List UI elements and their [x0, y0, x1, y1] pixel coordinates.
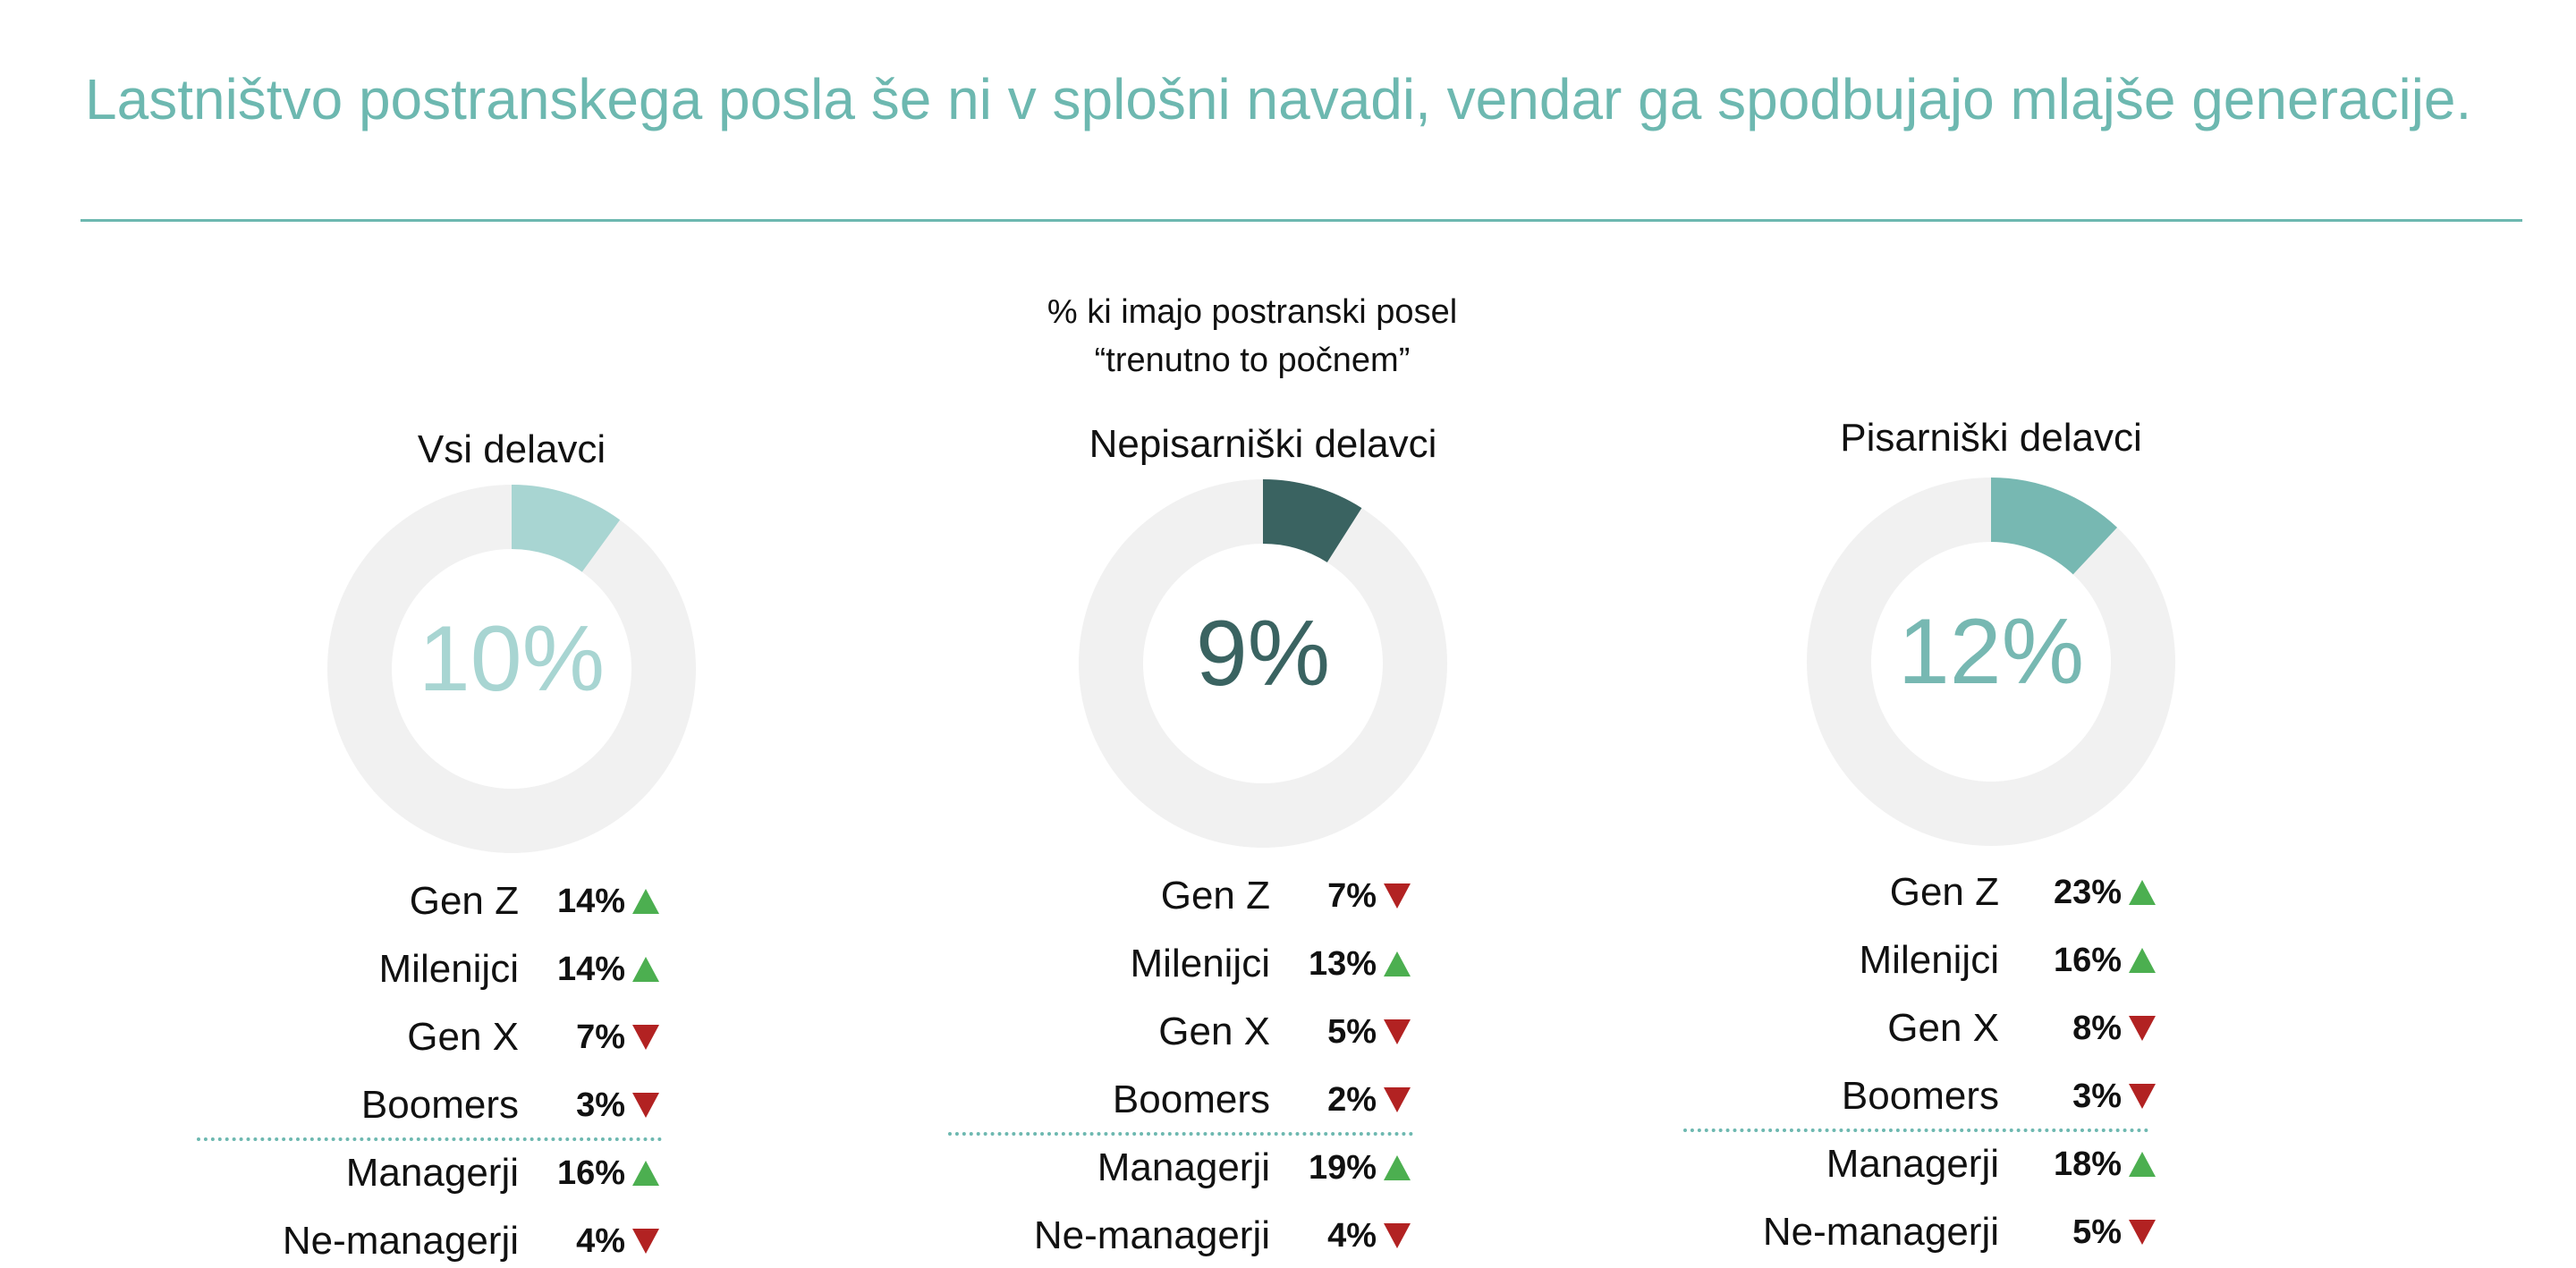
breakdown-value: 14%	[556, 883, 625, 920]
breakdown-row: Milenijci	[0, 934, 1999, 987]
breakdown-value: 16%	[556, 1154, 625, 1192]
breakdown-value: 8%	[2072, 1010, 2122, 1047]
breakdown-label: Gen Z	[1889, 870, 1999, 914]
breakdown-label: Ne-managerji	[1762, 1210, 1999, 1254]
breakdown-label: Gen X	[407, 1015, 519, 1059]
panel-title: Nepisarniški delavci	[1089, 422, 1437, 466]
group-divider	[197, 1137, 662, 1141]
breakdown-value: 14%	[556, 951, 625, 988]
breakdown-value: 7%	[576, 1019, 625, 1056]
breakdown-value: 18%	[2053, 1145, 2122, 1183]
group-divider	[1683, 1129, 2148, 1132]
breakdown-row: Managerji	[0, 1141, 1270, 1195]
trend-down-icon	[1384, 1019, 1411, 1044]
breakdown-label: Managerji	[1826, 1142, 1999, 1186]
breakdown-row: Boomers	[0, 1078, 519, 1132]
trend-up-icon	[2129, 948, 2156, 973]
breakdown-row: Gen X	[0, 1010, 519, 1064]
breakdown-value: 3%	[2072, 1078, 2122, 1115]
breakdown-row: Gen X	[0, 1002, 1999, 1055]
breakdown-label: Gen Z	[1160, 874, 1270, 917]
panel-title: Vsi delavci	[417, 427, 606, 471]
breakdown-label: Milenijci	[378, 947, 519, 991]
subtitle-line-1: % ki imajo postranski posel	[1046, 293, 1458, 331]
trend-down-icon	[1384, 1223, 1411, 1248]
breakdown-row: Milenijci	[0, 943, 519, 996]
subtitle-line-2: “trenutno to počnem”	[1094, 342, 1411, 379]
trend-down-icon	[2129, 1016, 2156, 1041]
trend-up-icon	[1384, 951, 1411, 976]
breakdown-label: Boomers	[1841, 1074, 1999, 1118]
donut-track	[1078, 479, 1447, 848]
trend-down-icon	[2129, 1220, 2156, 1245]
trend-down-icon	[2129, 1084, 2156, 1109]
breakdown-label: Milenijci	[1130, 942, 1270, 985]
donut-segment	[512, 485, 621, 572]
breakdown-value: 16%	[2053, 942, 2122, 979]
trend-down-icon	[1384, 883, 1411, 909]
donut-track	[1806, 478, 2175, 846]
trend-up-icon	[1384, 1155, 1411, 1180]
donut-track	[326, 485, 696, 853]
trend-down-icon	[632, 1093, 659, 1118]
trend-up-icon	[2129, 880, 2156, 905]
breakdown-value: 23%	[2053, 874, 2122, 911]
breakdown-value: 3%	[576, 1086, 625, 1124]
donut-chart	[326, 485, 696, 853]
donut-value-label: 9%	[1195, 602, 1331, 706]
donut-chart	[1078, 479, 1447, 848]
breakdown-row: Milenijci	[0, 937, 1270, 991]
title-underline	[80, 219, 2522, 222]
chart-subtitle: % ki imajo postranski posel “trenutno to…	[894, 288, 1610, 385]
page-title: Lastništvo postranskega posla še ni v sp…	[85, 67, 2472, 131]
group-divider	[948, 1132, 1413, 1136]
trend-up-icon	[632, 1161, 659, 1186]
donut-value-label: 12%	[1897, 600, 2085, 704]
trend-up-icon	[632, 957, 659, 982]
breakdown-row: Managerji	[0, 1137, 1999, 1191]
breakdown-value: 5%	[2072, 1213, 2122, 1251]
donut-value-label: 10%	[418, 607, 606, 711]
breakdown-row: Gen X	[0, 1005, 1270, 1059]
breakdown-row: Boomers	[0, 1069, 1999, 1123]
breakdown-row: Managerji	[0, 1146, 519, 1200]
breakdown-row: Gen Z	[0, 869, 1270, 923]
breakdown-value: 13%	[1308, 945, 1377, 983]
trend-down-icon	[1384, 1087, 1411, 1112]
breakdown-label: Managerji	[345, 1151, 519, 1195]
donut-segment	[1991, 478, 2118, 575]
breakdown-row: Gen Z	[0, 875, 519, 928]
breakdown-label: Gen X	[1158, 1010, 1270, 1053]
breakdown-label: Boomers	[360, 1083, 519, 1127]
breakdown-value: 19%	[1308, 1149, 1377, 1187]
breakdown-label: Milenijci	[1859, 938, 1999, 982]
breakdown-label: Gen X	[1887, 1006, 1999, 1050]
breakdown-label: Managerji	[1097, 1145, 1270, 1189]
trend-down-icon	[632, 1025, 659, 1050]
breakdown-row: Ne-managerji	[0, 1205, 1999, 1259]
breakdown-row: Gen Z	[0, 866, 1999, 919]
breakdown-row: Boomers	[0, 1073, 1270, 1127]
breakdown-label: Boomers	[1112, 1078, 1270, 1121]
breakdown-value: 2%	[1327, 1081, 1377, 1119]
breakdown-label: Gen Z	[409, 879, 519, 923]
trend-up-icon	[2129, 1152, 2156, 1177]
panel-title: Pisarniški delavci	[1840, 416, 2142, 460]
donut-chart	[1806, 478, 2175, 846]
trend-up-icon	[632, 889, 659, 914]
breakdown-value: 5%	[1327, 1013, 1377, 1051]
donut-segment	[1263, 479, 1362, 562]
breakdown-value: 7%	[1327, 877, 1377, 915]
